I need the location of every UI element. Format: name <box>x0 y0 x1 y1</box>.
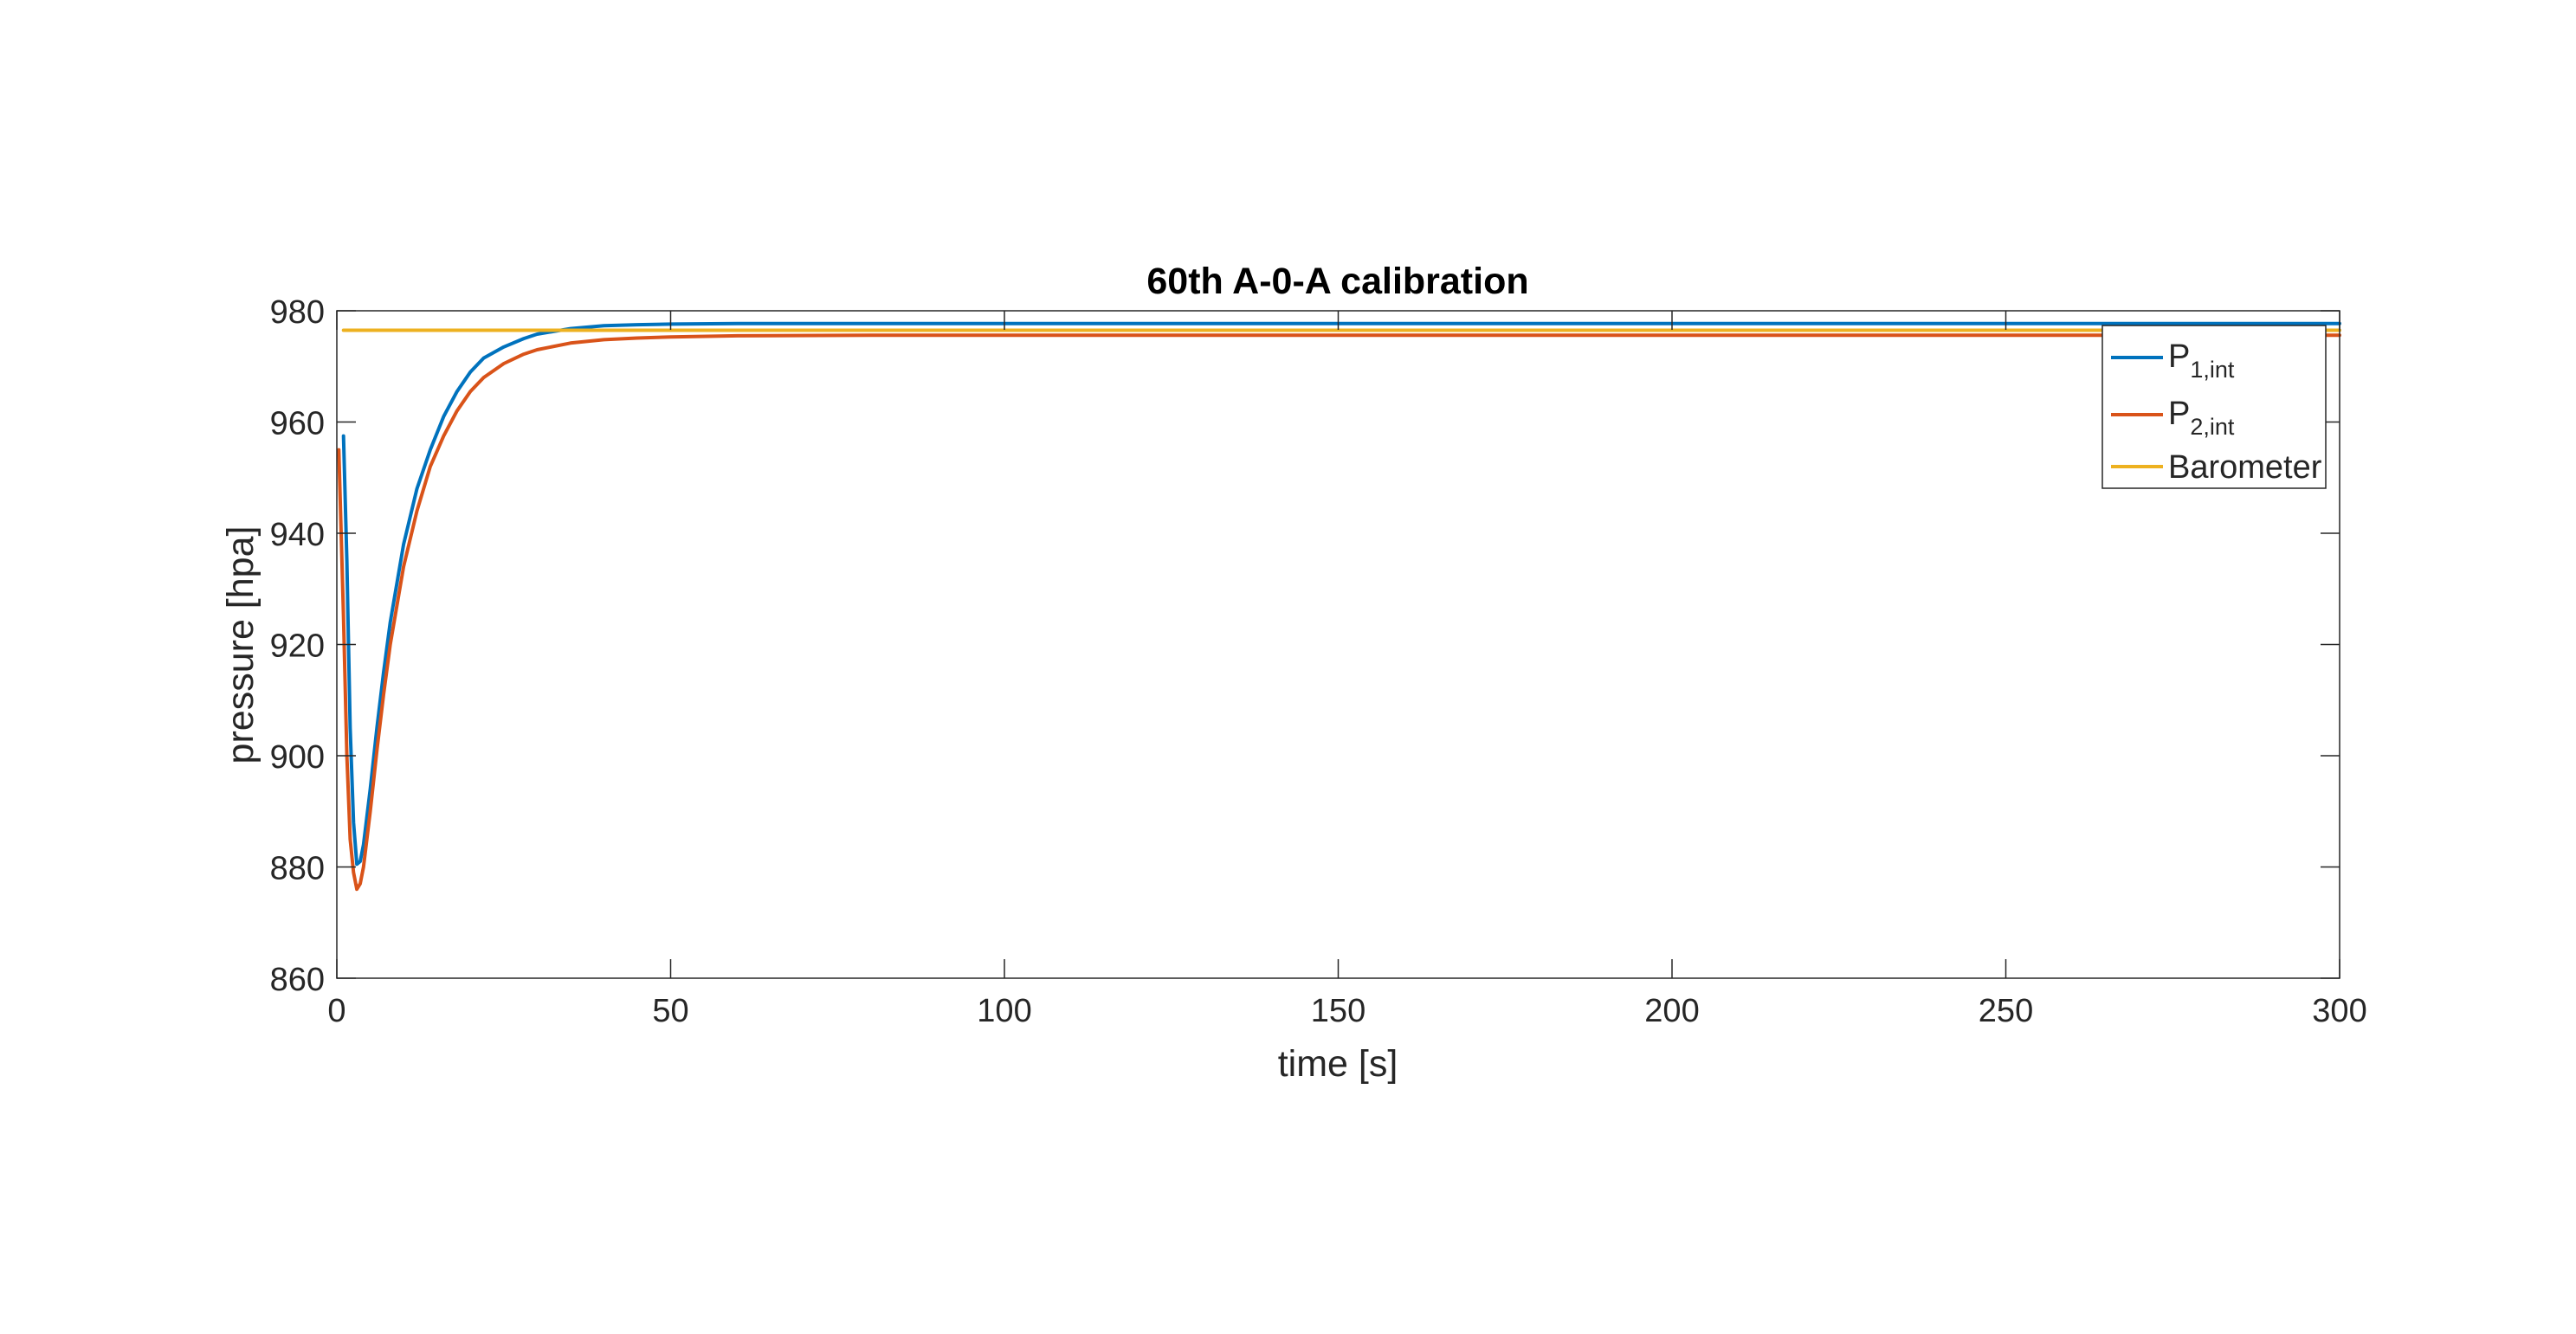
x-tick-label: 150 <box>1311 993 1365 1029</box>
y-axis-label: pressure [hpa] <box>220 526 261 764</box>
y-tick-label: 920 <box>270 628 325 665</box>
x-tick-label: 0 <box>327 993 345 1029</box>
x-tick-label: 100 <box>977 993 1031 1029</box>
y-tick-label: 940 <box>270 517 325 553</box>
legend-label-p2-int: P2,int <box>2168 396 2235 440</box>
plot-area-box <box>336 310 2340 979</box>
x-tick-label: 250 <box>1979 993 2033 1029</box>
y-tick-label: 860 <box>270 962 325 998</box>
x-tick-label: 200 <box>1644 993 1699 1029</box>
y-tick-label: 960 <box>270 406 325 442</box>
y-tick-label: 980 <box>270 294 325 331</box>
series-line-p-2-int <box>337 333 2341 892</box>
y-tick-label: 880 <box>270 851 325 887</box>
x-axis-label: time [s] <box>1278 1043 1398 1085</box>
legend-box <box>2101 325 2327 489</box>
legend-label-p1-int: P1,int <box>2168 338 2235 383</box>
y-tick-label: 900 <box>270 739 325 776</box>
chart-title: 60th A-0-A calibration <box>1146 261 1528 302</box>
axes <box>336 310 2340 979</box>
x-tick-label: 300 <box>2312 993 2366 1029</box>
series-layer <box>337 321 2341 892</box>
x-tick-label: 50 <box>652 993 688 1029</box>
legend: P1,int P2,int Barometer <box>2101 325 2327 489</box>
series-line-p-1-int <box>341 321 2341 867</box>
legend-label-barometer: Barometer <box>2168 449 2322 486</box>
ticks: 0 50 100 150 200 250 300 860 880 900 920 940 960 980 <box>270 294 2367 1029</box>
